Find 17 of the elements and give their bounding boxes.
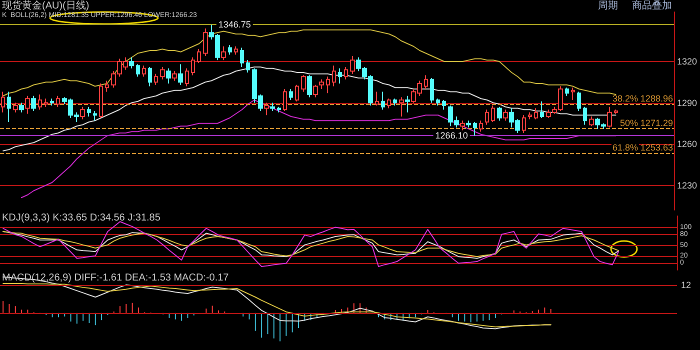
y-tick-label: 1260: [676, 139, 698, 149]
text: 商品叠加: [632, 0, 672, 12]
annotation: 61.8%: [612, 142, 638, 152]
y-tick-label: 1290: [676, 98, 698, 108]
text: 12: [681, 280, 692, 290]
ref-line-label: 1253.63: [640, 142, 673, 152]
annotation: 38.2%: [612, 94, 638, 104]
annotation: 50%: [620, 118, 638, 128]
annotation: 1266.10: [435, 130, 468, 141]
y-tick-label: 1230: [676, 180, 698, 190]
ref-line-label: 1288.96: [640, 94, 673, 104]
y-tick-label: 1320: [676, 56, 698, 66]
text: 周期: [598, 0, 618, 12]
annotation: 1346.75: [218, 20, 251, 30]
chart-title: KDJ(9,3,3) K:33.65 D:34.56 J:31.85: [2, 212, 161, 224]
ref-line-label: 1271.29: [640, 118, 673, 128]
chart-title: 现货黄金(AU)(日线): [2, 0, 90, 12]
